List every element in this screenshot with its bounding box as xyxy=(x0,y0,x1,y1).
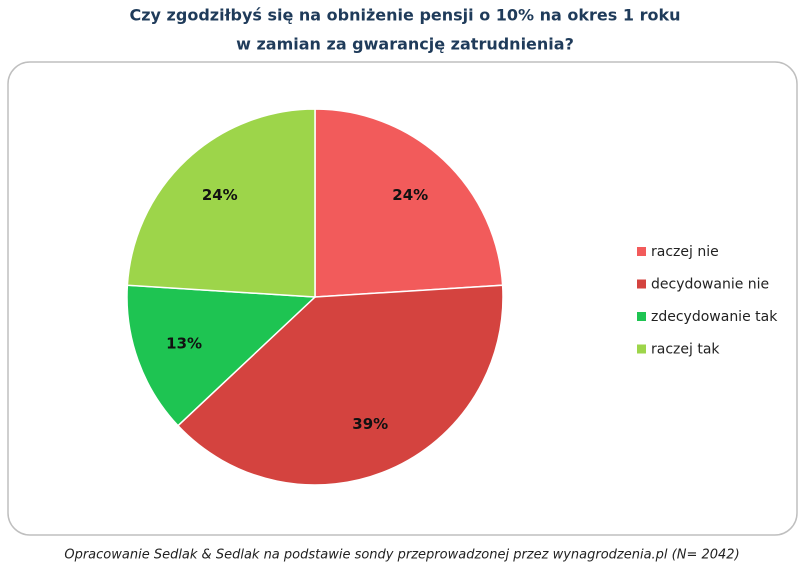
data-label: 24% xyxy=(202,186,238,204)
data-label: 24% xyxy=(392,186,428,204)
legend-label: zdecydowanie tak xyxy=(651,309,778,325)
legend-swatch xyxy=(637,344,646,354)
source-note: Opracowanie Sedlak & Sedlak na podstawie… xyxy=(64,548,739,563)
pie-slice xyxy=(314,108,504,298)
pie-slice xyxy=(126,284,317,427)
pie-slice xyxy=(176,284,504,486)
legend-swatch xyxy=(637,247,646,256)
data-label: 13% xyxy=(166,335,202,353)
legend-swatch xyxy=(637,312,646,321)
legend-label: raczej tak xyxy=(651,342,720,358)
legend-label: decydowanie nie xyxy=(651,277,769,293)
pie-slice xyxy=(126,108,316,298)
chart-title: w zamian za gwarancję zatrudnienia? xyxy=(236,35,574,54)
legend-swatch xyxy=(637,279,646,289)
legend-label: raczej nie xyxy=(651,244,719,260)
chart-title: Czy zgodziłbyś się na obniżenie pensji o… xyxy=(130,6,681,25)
data-label: 39% xyxy=(352,415,388,433)
